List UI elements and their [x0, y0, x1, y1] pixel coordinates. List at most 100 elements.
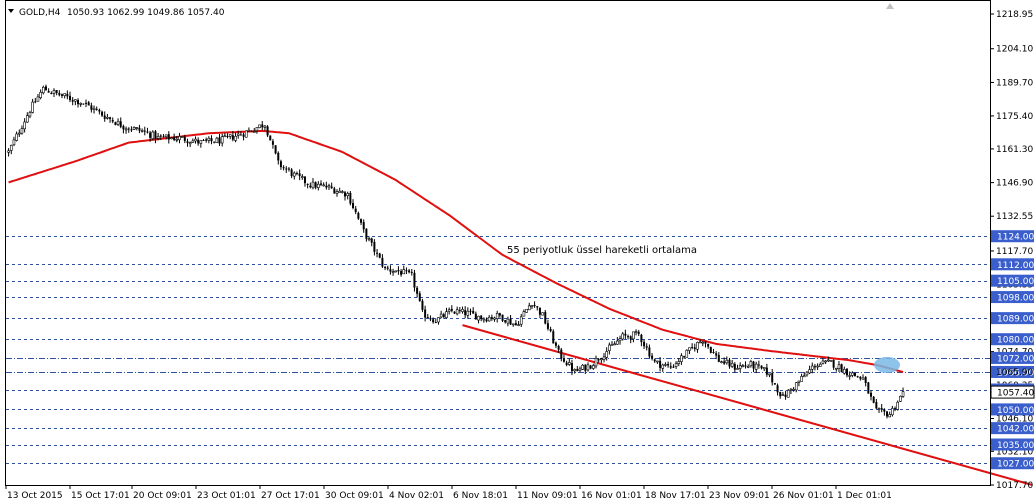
candle[interactable]	[458, 307, 461, 314]
candle[interactable]	[712, 348, 715, 354]
candle[interactable]	[365, 228, 368, 242]
candle[interactable]	[58, 90, 61, 97]
candle[interactable]	[567, 358, 571, 366]
candle[interactable]	[845, 368, 848, 378]
candle[interactable]	[891, 405, 894, 417]
candle[interactable]	[250, 130, 253, 133]
candle[interactable]	[132, 126, 136, 131]
candle[interactable]	[373, 239, 376, 256]
candle[interactable]	[754, 361, 758, 374]
candle[interactable]	[432, 317, 435, 324]
candle[interactable]	[247, 127, 251, 132]
candle[interactable]	[738, 362, 742, 373]
candle[interactable]	[672, 364, 675, 368]
candle[interactable]	[837, 361, 841, 372]
candle[interactable]	[234, 132, 237, 143]
candle[interactable]	[25, 112, 29, 123]
candle[interactable]	[840, 363, 843, 373]
candle[interactable]	[381, 254, 384, 269]
candle[interactable]	[9, 144, 13, 155]
candle[interactable]	[79, 102, 82, 107]
candle[interactable]	[114, 121, 117, 126]
candle[interactable]	[159, 134, 162, 140]
candle[interactable]	[608, 342, 611, 355]
candle[interactable]	[285, 166, 288, 173]
candle[interactable]	[525, 308, 528, 313]
candle[interactable]	[50, 91, 53, 95]
candle[interactable]	[188, 141, 192, 148]
candle[interactable]	[485, 317, 488, 323]
candle[interactable]	[183, 134, 186, 144]
candle[interactable]	[816, 363, 819, 371]
candle[interactable]	[370, 237, 373, 247]
candle[interactable]	[119, 117, 122, 129]
candle[interactable]	[101, 110, 104, 117]
candle[interactable]	[616, 337, 619, 345]
candle[interactable]	[186, 138, 189, 147]
candle[interactable]	[704, 341, 707, 348]
candle[interactable]	[757, 360, 760, 369]
candle[interactable]	[813, 364, 816, 371]
candle[interactable]	[325, 181, 328, 190]
candle[interactable]	[781, 391, 785, 396]
candle[interactable]	[156, 132, 160, 141]
candle[interactable]	[602, 353, 606, 363]
candle[interactable]	[504, 320, 507, 324]
candle[interactable]	[834, 367, 838, 372]
candle[interactable]	[63, 93, 66, 99]
candle[interactable]	[653, 358, 656, 363]
candle[interactable]	[263, 125, 267, 131]
candle[interactable]	[498, 312, 501, 318]
candle[interactable]	[698, 339, 702, 344]
candle[interactable]	[752, 360, 755, 373]
candle[interactable]	[20, 125, 24, 135]
candle[interactable]	[277, 151, 280, 165]
candle[interactable]	[469, 308, 472, 316]
candle[interactable]	[685, 349, 689, 358]
candle[interactable]	[44, 84, 47, 91]
candle[interactable]	[410, 268, 413, 276]
candle[interactable]	[295, 171, 298, 176]
candle[interactable]	[12, 136, 16, 147]
candle[interactable]	[824, 360, 827, 364]
candle[interactable]	[116, 118, 120, 126]
candle[interactable]	[546, 319, 549, 331]
candle[interactable]	[82, 103, 85, 105]
candle[interactable]	[802, 372, 806, 378]
candle[interactable]	[584, 364, 587, 374]
candle[interactable]	[199, 140, 203, 148]
candle[interactable]	[360, 218, 363, 226]
candle[interactable]	[872, 395, 875, 404]
candle[interactable]	[645, 343, 648, 351]
candle[interactable]	[576, 366, 579, 372]
candle[interactable]	[474, 311, 477, 320]
candle[interactable]	[683, 355, 686, 359]
candle[interactable]	[877, 407, 881, 413]
candle[interactable]	[453, 311, 456, 315]
candle[interactable]	[717, 352, 720, 363]
candle[interactable]	[789, 387, 793, 395]
candle[interactable]	[447, 307, 451, 315]
candle[interactable]	[255, 127, 259, 134]
candle[interactable]	[170, 136, 173, 140]
candle[interactable]	[266, 125, 269, 138]
candle[interactable]	[832, 359, 835, 370]
candle[interactable]	[69, 91, 72, 103]
candle[interactable]	[226, 133, 229, 139]
candle[interactable]	[306, 183, 309, 189]
candle[interactable]	[773, 382, 776, 385]
candle[interactable]	[480, 315, 483, 322]
candle[interactable]	[794, 382, 798, 393]
candle[interactable]	[335, 189, 339, 197]
candle[interactable]	[544, 309, 547, 325]
candle[interactable]	[797, 380, 801, 387]
candle[interactable]	[472, 307, 475, 314]
candle[interactable]	[856, 375, 859, 378]
candle[interactable]	[659, 356, 662, 372]
candle[interactable]	[709, 346, 712, 354]
candle[interactable]	[421, 298, 424, 312]
candle[interactable]	[319, 180, 322, 187]
candle[interactable]	[149, 130, 152, 142]
candle[interactable]	[800, 373, 803, 382]
candle[interactable]	[519, 314, 523, 327]
